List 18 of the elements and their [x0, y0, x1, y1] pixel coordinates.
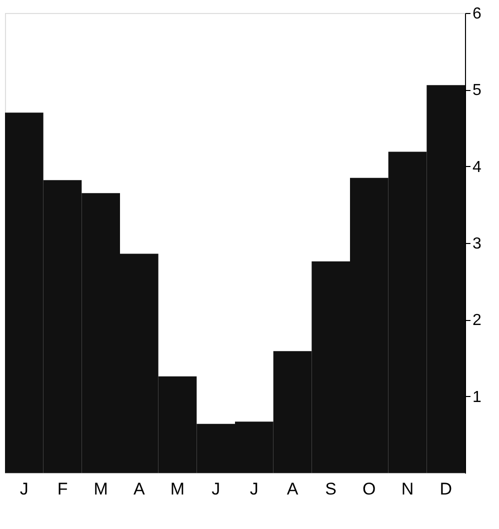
x-tick-label: O	[362, 480, 376, 498]
y-tick-label: 1	[472, 388, 482, 406]
y-tick-label: 6	[472, 6, 482, 22]
x-tick-label: J	[20, 480, 28, 498]
x-tick-label: A	[286, 480, 299, 498]
y-tick-label: 4	[472, 158, 482, 176]
x-tick-label: D	[440, 480, 452, 498]
x-tick-label: M	[94, 480, 108, 498]
y-tick-label: 5	[472, 82, 482, 100]
x-tick-label: N	[401, 480, 414, 498]
x-tick-label: S	[325, 480, 337, 498]
x-tick-label: J	[250, 480, 258, 498]
x-tick-label: A	[133, 480, 146, 498]
x-tick-label: M	[170, 480, 185, 498]
y-tick-label: 2	[472, 312, 482, 330]
x-tick-label: F	[57, 480, 68, 498]
x-tick-label: J	[212, 480, 220, 498]
y-tick-label: 3	[472, 236, 482, 252]
